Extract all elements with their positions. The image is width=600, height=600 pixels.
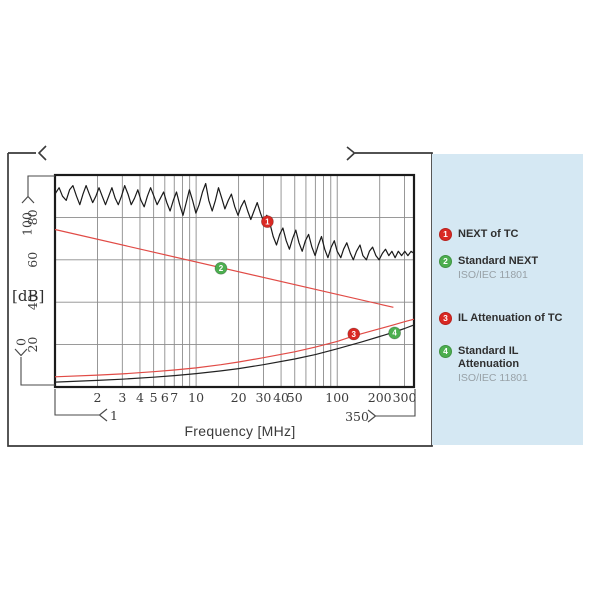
x-tick-label: 30: [255, 390, 271, 405]
y-axis-end-label-top: 100: [20, 212, 35, 236]
point-marker-number: 3: [352, 330, 357, 339]
x-start-leader-line: [54, 389, 99, 416]
x-axis-end-label-start: 1: [110, 408, 118, 423]
x-tick-label: 40: [273, 390, 289, 405]
y-tick-label: 20: [25, 337, 40, 353]
x-tick-label: 7: [170, 390, 178, 405]
legend-sublabel: ISO/IEC 11801: [458, 269, 528, 281]
legend-badge-1: 1: [439, 228, 452, 241]
point-marker-4: [388, 326, 401, 340]
legend-label: Standard NEXT: [458, 255, 539, 267]
x-end-leader-line: [376, 389, 416, 417]
point-marker-number: 1: [265, 217, 270, 226]
y-dim-top-line: [27, 175, 55, 196]
legend-label: IL Attenuation of TC: [458, 312, 563, 324]
legend-badge-4: 4: [439, 345, 452, 358]
y-tick-label: 40: [25, 294, 40, 310]
point-marker-number: 4: [392, 329, 397, 338]
point-marker-2: [214, 261, 228, 275]
legend-label: Standard IL Attenuation: [458, 345, 520, 370]
x-tick-label: 5: [150, 390, 158, 405]
x-start-leader-arrow: [98, 408, 108, 422]
y-dim-top-arrow: [21, 195, 35, 204]
plot-border: [53, 173, 416, 389]
x-tick-label: 6: [161, 390, 169, 405]
y-tick-label: 60: [25, 252, 40, 268]
series-4: [54, 324, 415, 383]
y-dim-bottom-arrow: [14, 348, 28, 357]
y-tick-label: 80: [25, 209, 40, 225]
legend-label: NEXT of TC: [458, 228, 519, 240]
x-axis-end-label-end: 350: [345, 409, 369, 424]
legend-item-3: 3 IL Attenuation of TC: [439, 312, 579, 325]
legend-item-4: 4 Standard IL Attenuation ISO/IEC 11801: [439, 345, 579, 385]
legend-badge-2: 2: [439, 255, 452, 268]
x-tick-label: 4: [136, 390, 144, 405]
x-axis-title: Frequency [MHz]: [184, 423, 296, 439]
x-tick-label: 2: [94, 390, 102, 405]
legend-sublabel: ISO/IEC 11801: [458, 372, 528, 384]
y-axis-title: [dB]: [12, 287, 45, 305]
outer-frame: [7, 152, 433, 447]
x-tick-label: 100: [325, 390, 349, 405]
frame-break-arrow-right: [346, 146, 356, 161]
y-axis-end-label-bottom: 0: [14, 338, 29, 346]
x-tick-label: 50: [287, 390, 303, 405]
point-marker-1: [260, 215, 274, 229]
x-tick-label: 200: [368, 390, 392, 405]
point-marker-number: 2: [219, 264, 224, 273]
x-end-leader-arrow: [367, 409, 377, 423]
legend-item-1: 1 NEXT of TC: [439, 228, 579, 241]
x-tick-label: 20: [231, 390, 247, 405]
x-tick-label: 10: [188, 390, 204, 405]
y-dim-bottom-line: [20, 357, 55, 386]
legend-panel: 1 NEXT of TC 2 Standard NEXT ISO/IEC 11801 3 I…: [432, 154, 583, 445]
point-marker-3: [347, 327, 361, 341]
legend-item-2: 2 Standard NEXT ISO/IEC 11801: [439, 255, 579, 282]
x-tick-label: 300: [393, 390, 417, 405]
series-1: [54, 182, 415, 261]
frame-break-arrow-left: [37, 145, 47, 161]
series-3: [54, 318, 415, 378]
legend-badge-3: 3: [439, 312, 452, 325]
x-tick-label: 3: [118, 390, 126, 405]
